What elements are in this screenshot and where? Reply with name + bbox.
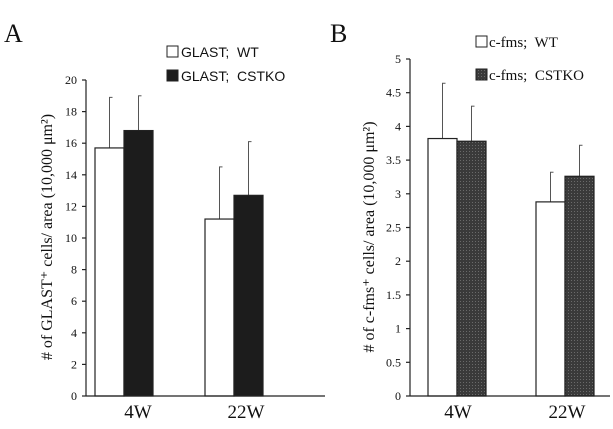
panel-b-bar-wt-4w xyxy=(427,137,458,397)
panel-a-category-22w: 22W xyxy=(228,402,265,423)
panel-a-bar-wt-22w xyxy=(204,218,235,397)
panel-b-legend-label-wt: c-fms; WT xyxy=(489,35,558,51)
panel-a-y-tick-label: 20 xyxy=(65,73,77,87)
panel-a-bar-cstko-22w xyxy=(233,194,264,397)
panel-b-y-tick-label: 1 xyxy=(395,322,401,336)
panel-a-legend-label-wt: GLAST; WT xyxy=(181,44,259,60)
panel-a-y-tick-label: 8 xyxy=(71,263,77,277)
panel-b-y-tick-label: 2 xyxy=(395,254,401,268)
panel-a-bar-cstko-4w xyxy=(123,129,154,397)
panel-b-label: B xyxy=(330,19,347,48)
panel-b-legend-swatch-wt xyxy=(475,35,488,48)
panel-b-y-tick-label: 1.5 xyxy=(386,288,401,302)
panel-a-y-tick-label: 0 xyxy=(71,389,77,403)
panel-b-y-tick-label: 0 xyxy=(395,389,401,403)
panel-b-y-tick-label: 3 xyxy=(395,187,401,201)
panel-b-y-tick-label: 2.5 xyxy=(386,221,401,235)
panel-b-category-4w: 4W xyxy=(444,402,472,423)
panel-a-y-tick-label: 14 xyxy=(65,168,77,182)
panel-b-y-axis-label: # of c-fms⁺ cells/ area (10,000 μm²) xyxy=(361,121,378,352)
panel-a-y-tick-label: 10 xyxy=(65,231,77,245)
panel-b-bar-cstko-22w xyxy=(564,175,595,397)
panel-a-label: A xyxy=(4,19,23,48)
panel-a-legend-swatch-wt xyxy=(166,45,179,58)
panel-b-y-tick-label: 3.5 xyxy=(386,153,401,167)
panel-b-legend-swatch-cstko xyxy=(475,68,488,81)
panel-b-y-tick-label: 4 xyxy=(395,119,401,133)
panel-b-chart: B # of c-fms⁺ cells/ area (10,000 μm²) 0… xyxy=(330,19,610,423)
panel-b-y-tick-label: 4.5 xyxy=(386,86,401,100)
panel-a-y-tick-label: 2 xyxy=(71,357,77,371)
panel-b-bar-wt-22w xyxy=(535,201,566,397)
panel-a-y-tick-label: 6 xyxy=(71,294,77,308)
panel-b-category-22w: 22W xyxy=(549,402,586,423)
panel-a-legend-label-cstko: GLAST; CSTKO xyxy=(181,68,285,84)
panel-a-y-tick-label: 4 xyxy=(71,326,77,340)
panel-a-legend-swatch-cstko xyxy=(166,69,179,82)
panel-b-legend-label-cstko: c-fms; CSTKO xyxy=(489,68,584,84)
panel-a-chart: A # of GLAST⁺ cells/ area (10,000 μm²) 0… xyxy=(4,19,325,423)
panel-a-y-axis-label: # of GLAST⁺ cells/ area (10,000 μm²) xyxy=(39,114,56,360)
panel-a-y-tick-label: 12 xyxy=(65,199,77,213)
panel-a-bar-wt-4w xyxy=(94,147,125,397)
panel-a-category-4w: 4W xyxy=(124,402,152,423)
panel-b-y-tick-label: 5 xyxy=(395,52,401,66)
panel-a-y-tick-label: 18 xyxy=(65,105,77,119)
panel-b-bar-cstko-4w xyxy=(456,140,487,397)
panel-a-y-tick-label: 16 xyxy=(65,136,77,150)
panel-b-y-tick-label: 0.5 xyxy=(386,355,401,369)
